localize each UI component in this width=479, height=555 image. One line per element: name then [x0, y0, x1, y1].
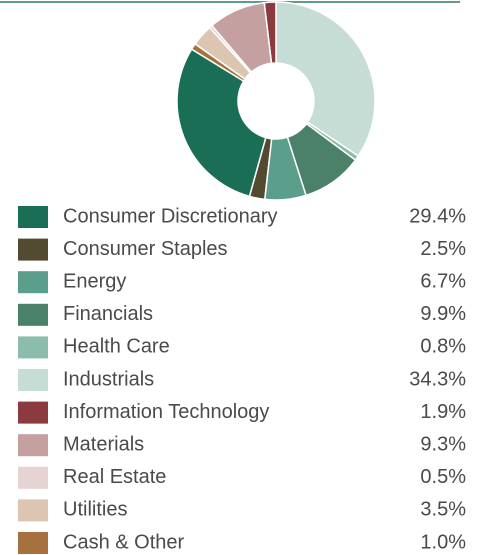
- legend-label: Consumer Staples: [63, 238, 228, 260]
- legend-value: 1.9%: [420, 401, 466, 423]
- legend-value: 9.9%: [420, 303, 466, 325]
- legend-swatch: [18, 206, 48, 228]
- legend-value: 2.5%: [420, 238, 466, 260]
- legend-swatch: [18, 336, 48, 359]
- legend-label: Energy: [63, 270, 126, 292]
- legend-label: Information Technology: [63, 401, 269, 423]
- legend-swatch: [18, 466, 48, 489]
- legend-value: 9.3%: [420, 433, 466, 455]
- legend-value: 1.0%: [420, 531, 466, 553]
- legend-label: Cash & Other: [63, 531, 185, 553]
- legend-label: Real Estate: [63, 466, 166, 488]
- legend-label: Financials: [63, 303, 153, 325]
- legend-value: 0.5%: [420, 466, 466, 488]
- legend-value: 0.8%: [420, 336, 466, 358]
- donut-slice: [190, 42, 246, 83]
- legend-swatch: [18, 238, 48, 261]
- legend-swatch: [18, 532, 48, 554]
- legend-value: 6.7%: [420, 270, 466, 292]
- legend-value: 29.4%: [409, 205, 466, 227]
- legend-value: 34.3%: [409, 368, 466, 390]
- legend-swatch: [18, 271, 48, 294]
- legend-swatch: [18, 401, 48, 424]
- donut-slice: [176, 48, 267, 198]
- legend-swatch: [18, 303, 48, 326]
- legend-swatch: [18, 499, 48, 522]
- legend-value: 3.5%: [420, 499, 466, 521]
- legend-swatch: [18, 434, 48, 457]
- legend-swatch: [18, 369, 48, 391]
- legend-label: Health Care: [63, 336, 170, 358]
- legend-label: Consumer Discretionary: [63, 205, 278, 227]
- donut-slice: [275, 1, 376, 158]
- legend-label: Materials: [63, 433, 144, 455]
- legend-label: Industrials: [63, 368, 154, 390]
- legend-label: Utilities: [63, 499, 127, 521]
